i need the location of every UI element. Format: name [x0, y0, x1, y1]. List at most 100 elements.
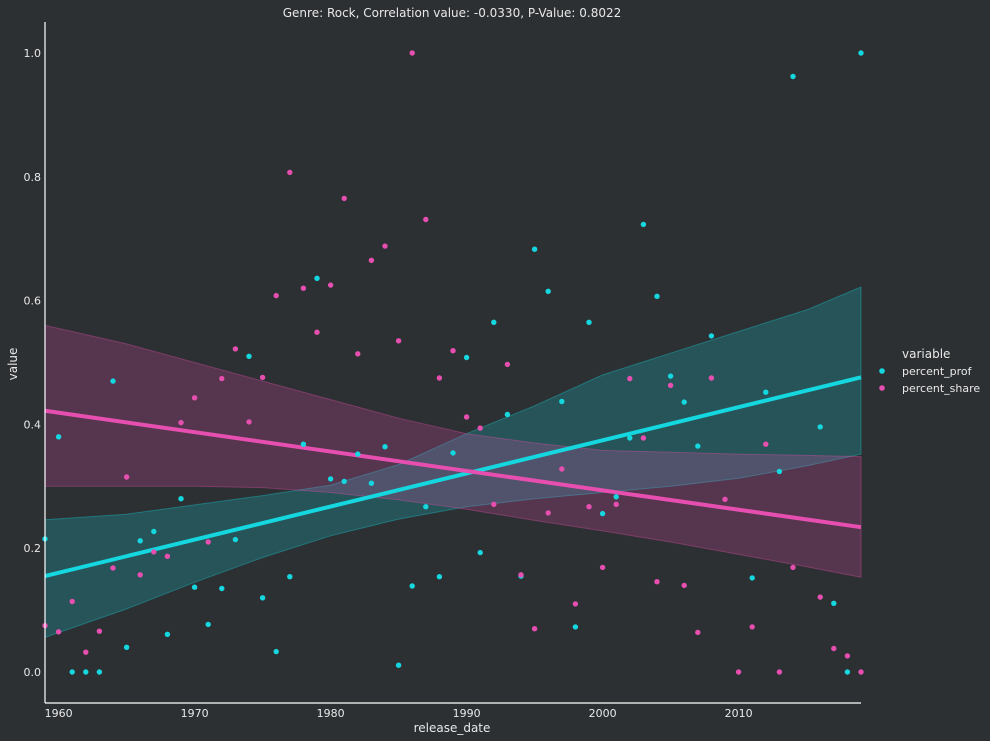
point-percent-share [531, 626, 538, 632]
legend-label-percent-prof: percent_prof [902, 365, 973, 378]
y-axis-label: value [6, 348, 20, 381]
point-percent-share [817, 594, 823, 600]
x-tick-label: 1990 [453, 707, 481, 720]
point-percent-share [518, 572, 524, 578]
point-percent-prof [572, 624, 579, 630]
point-percent-share [599, 564, 606, 571]
point-percent-share [463, 414, 470, 420]
point-percent-share [722, 496, 728, 502]
point-percent-prof [858, 50, 864, 56]
point-percent-share [137, 572, 143, 578]
point-percent-share [572, 601, 579, 607]
point-percent-prof [763, 389, 769, 395]
legend-title: variable [902, 347, 950, 361]
point-percent-share [423, 216, 429, 223]
legend-marker-percent-prof [879, 368, 885, 374]
point-percent-prof [627, 435, 633, 441]
point-percent-share [695, 629, 701, 636]
x-tick-label: 1970 [181, 707, 209, 720]
point-percent-share [844, 653, 851, 659]
point-percent-prof [708, 333, 715, 339]
point-percent-prof [844, 669, 851, 675]
point-percent-share [355, 351, 361, 357]
point-percent-share [504, 361, 511, 368]
point-percent-prof [300, 441, 307, 447]
point-percent-prof [327, 476, 334, 482]
point-percent-share [491, 501, 497, 507]
point-percent-prof [749, 575, 755, 581]
point-percent-share [627, 375, 633, 382]
point-percent-prof [273, 648, 279, 655]
point-percent-share [545, 510, 551, 516]
regression-line-percent-share [44, 408, 862, 530]
y-tick-label: 1.0 [24, 47, 42, 60]
point-percent-prof [559, 398, 565, 405]
point-percent-share [55, 629, 62, 635]
point-percent-prof [219, 585, 225, 592]
point-percent-prof [477, 549, 483, 556]
point-percent-share [654, 579, 660, 585]
point-percent-share [477, 425, 483, 431]
point-percent-prof [436, 574, 443, 580]
y-tick-label: 0.4 [24, 418, 42, 431]
x-tick-label: 1980 [317, 707, 345, 720]
point-percent-prof [450, 450, 456, 456]
point-percent-share [191, 395, 198, 401]
point-percent-share [640, 435, 647, 441]
point-percent-prof [151, 528, 157, 535]
point-percent-prof [776, 468, 783, 475]
point-percent-prof [259, 595, 266, 601]
x-axis-label: release_date [414, 721, 491, 735]
point-percent-share [667, 382, 674, 389]
point-percent-share [69, 598, 75, 605]
point-percent-share [110, 565, 116, 571]
point-percent-prof [681, 399, 687, 405]
point-percent-share [436, 375, 443, 381]
axes: 0.0 0.2 0.4 0.6 0.8 1.0 1960 1970 1980 1990 2000 20… [24, 22, 861, 720]
point-percent-share [763, 441, 769, 447]
x-tick-label: 2000 [589, 707, 617, 720]
point-percent-prof [164, 631, 171, 637]
point-percent-prof [55, 434, 62, 440]
point-percent-share [368, 257, 375, 263]
point-percent-share [259, 374, 266, 381]
point-percent-share [205, 539, 211, 545]
point-percent-share [151, 549, 157, 555]
point-percent-prof [817, 424, 823, 430]
point-percent-prof [246, 353, 252, 359]
point-percent-share [559, 466, 565, 472]
point-percent-prof [463, 354, 470, 361]
point-percent-share [790, 564, 796, 571]
point-percent-prof [137, 538, 143, 544]
point-percent-prof [232, 536, 239, 543]
y-tick-label: 0.8 [24, 171, 42, 184]
point-percent-share [776, 669, 783, 675]
point-percent-share [219, 375, 225, 382]
point-percent-prof [287, 574, 293, 580]
point-percent-share [123, 474, 130, 480]
x-tick-label: 2010 [725, 707, 753, 720]
point-percent-share [273, 292, 279, 299]
confidence-bands [44, 286, 862, 639]
point-percent-share [395, 338, 402, 344]
point-percent-prof [395, 662, 402, 668]
point-percent-prof [504, 411, 511, 418]
point-percent-prof [205, 621, 211, 628]
point-percent-share [314, 329, 320, 335]
y-tick-label: 0.2 [24, 542, 42, 555]
point-percent-prof [409, 583, 415, 589]
point-percent-share [708, 375, 715, 381]
point-percent-prof [191, 584, 198, 590]
point-percent-share [409, 50, 415, 56]
point-percent-share [858, 669, 864, 675]
point-percent-share [300, 285, 307, 291]
point-percent-prof [531, 246, 538, 252]
point-percent-prof [545, 288, 551, 294]
point-percent-prof [790, 73, 796, 80]
point-percent-share [246, 419, 252, 425]
point-percent-prof [654, 293, 660, 299]
point-percent-prof [586, 319, 592, 325]
point-percent-share [450, 348, 456, 354]
legend: variable percent_prof percent_share [879, 347, 980, 395]
